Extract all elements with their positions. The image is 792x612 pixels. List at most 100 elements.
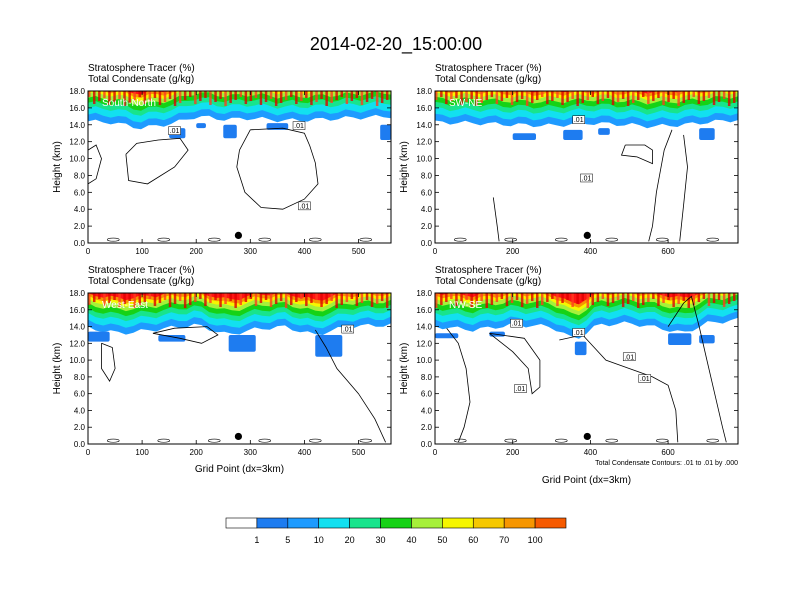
tracer-streak (515, 293, 519, 300)
colorbar-label: 100 (528, 535, 543, 545)
tracer-streak (178, 293, 182, 301)
y-tick-label: 4.0 (421, 406, 433, 415)
ground-contour (207, 237, 221, 242)
tracer-streak (264, 91, 268, 102)
y-tick-label: 16.0 (69, 104, 85, 113)
colorbar-box (225, 517, 258, 529)
tracer-streak (733, 91, 736, 103)
tracer-streak (591, 293, 594, 305)
colorbar-box (380, 517, 412, 529)
y-tick-label: 16.0 (416, 306, 432, 315)
tracer-streak (360, 91, 364, 105)
cloud-patch (574, 341, 587, 356)
tracer-streak (138, 293, 141, 305)
tracer-streak (546, 91, 549, 104)
tracer-streak (566, 293, 569, 300)
tracer-streak (345, 293, 349, 302)
tracer-streak (234, 293, 237, 308)
tracer-streak (219, 293, 222, 307)
condensate-contour (648, 129, 673, 242)
tracer-streak (611, 91, 615, 105)
tracer-streak (455, 293, 458, 306)
field: .01 .01 .01 (88, 91, 391, 242)
contour-label-box (580, 173, 593, 183)
y-tick-label: 8.0 (74, 171, 86, 180)
tracer-streak (657, 293, 660, 306)
colorbar-box (472, 517, 505, 529)
tracer-streak (345, 91, 349, 104)
y-tick-label: 4.0 (421, 205, 433, 214)
tracer-streak (440, 91, 443, 97)
ground-contour (706, 438, 720, 443)
tracer-streak (556, 91, 559, 98)
tracer-streak (335, 293, 338, 308)
cloud-patch (435, 333, 459, 339)
region-label: SW-NE (449, 98, 482, 109)
cloud-patch (512, 133, 536, 140)
tracer-streak (712, 293, 716, 303)
ground-contour (453, 237, 467, 242)
y-tick-label: 18.0 (416, 87, 432, 96)
condensate-contour (559, 334, 679, 443)
tracer-streak (712, 91, 716, 105)
tracer-streak (239, 91, 242, 97)
tracer-streak (113, 293, 116, 300)
y-tick-label: 6.0 (421, 390, 433, 399)
tracer-streak (365, 293, 369, 300)
y-tick-label: 6.0 (74, 188, 86, 197)
tracer-streak (375, 293, 379, 304)
x-tick-label: 400 (584, 247, 598, 256)
tracer-streak (153, 91, 157, 98)
contour-label: .01 (294, 123, 304, 130)
x-tick-label: 200 (190, 247, 204, 256)
tracer-streak (536, 91, 539, 100)
tracer-streak (606, 91, 610, 98)
tracer-streak (727, 293, 731, 304)
contour-label: .01 (300, 203, 310, 210)
tracer-streak (682, 293, 685, 301)
tracer-streak (566, 91, 569, 102)
colorbar-label: 30 (376, 535, 386, 545)
ground-contour (258, 237, 272, 242)
x-tick-label: 400 (298, 247, 312, 256)
panel-title-line: Total Condensate (g/kg) (88, 276, 194, 287)
colorbar-box (318, 517, 350, 529)
tracer-streak (325, 91, 328, 106)
tracer-streak (244, 91, 248, 104)
tracer-streak (274, 293, 278, 304)
x-tick-label: 300 (244, 247, 258, 256)
tracer-streak (320, 293, 323, 307)
colorbar-label: 70 (499, 535, 509, 545)
tracer-streak (98, 91, 101, 101)
condensate-contour (492, 197, 500, 242)
y-tick-label: 14.0 (416, 121, 432, 130)
tracer-streak (727, 91, 731, 106)
tracer-streak (133, 91, 136, 100)
contour-label-box (514, 384, 527, 393)
tracer-streak (123, 91, 126, 106)
tracer-streak (204, 91, 207, 98)
tracer-streak (138, 91, 141, 97)
ground-contour (106, 237, 120, 242)
tracer-streak (325, 293, 328, 304)
colorbar-label: 5 (285, 535, 290, 545)
tracer-streak (350, 293, 354, 299)
y-tick-label: 12.0 (69, 138, 85, 147)
plot-frame (434, 90, 739, 244)
x-tick-label: 200 (190, 448, 204, 457)
contour-label-box (622, 352, 636, 362)
tracer-streak (642, 293, 645, 305)
tracer-streak (168, 91, 172, 99)
contour-label-box (341, 324, 354, 334)
contour-label: .01 (640, 376, 650, 383)
colorbar-label: 20 (345, 535, 355, 545)
tracer-streak (495, 293, 499, 302)
tracer-streak (531, 91, 534, 103)
tracer-streak (475, 293, 478, 304)
x-tick-label: 300 (244, 448, 258, 457)
y-tick-label: 14.0 (69, 121, 85, 130)
tracer-streak (652, 91, 655, 101)
condensate-contour (620, 144, 653, 165)
tracer-streak (571, 91, 574, 99)
cloud-patch (598, 128, 610, 135)
